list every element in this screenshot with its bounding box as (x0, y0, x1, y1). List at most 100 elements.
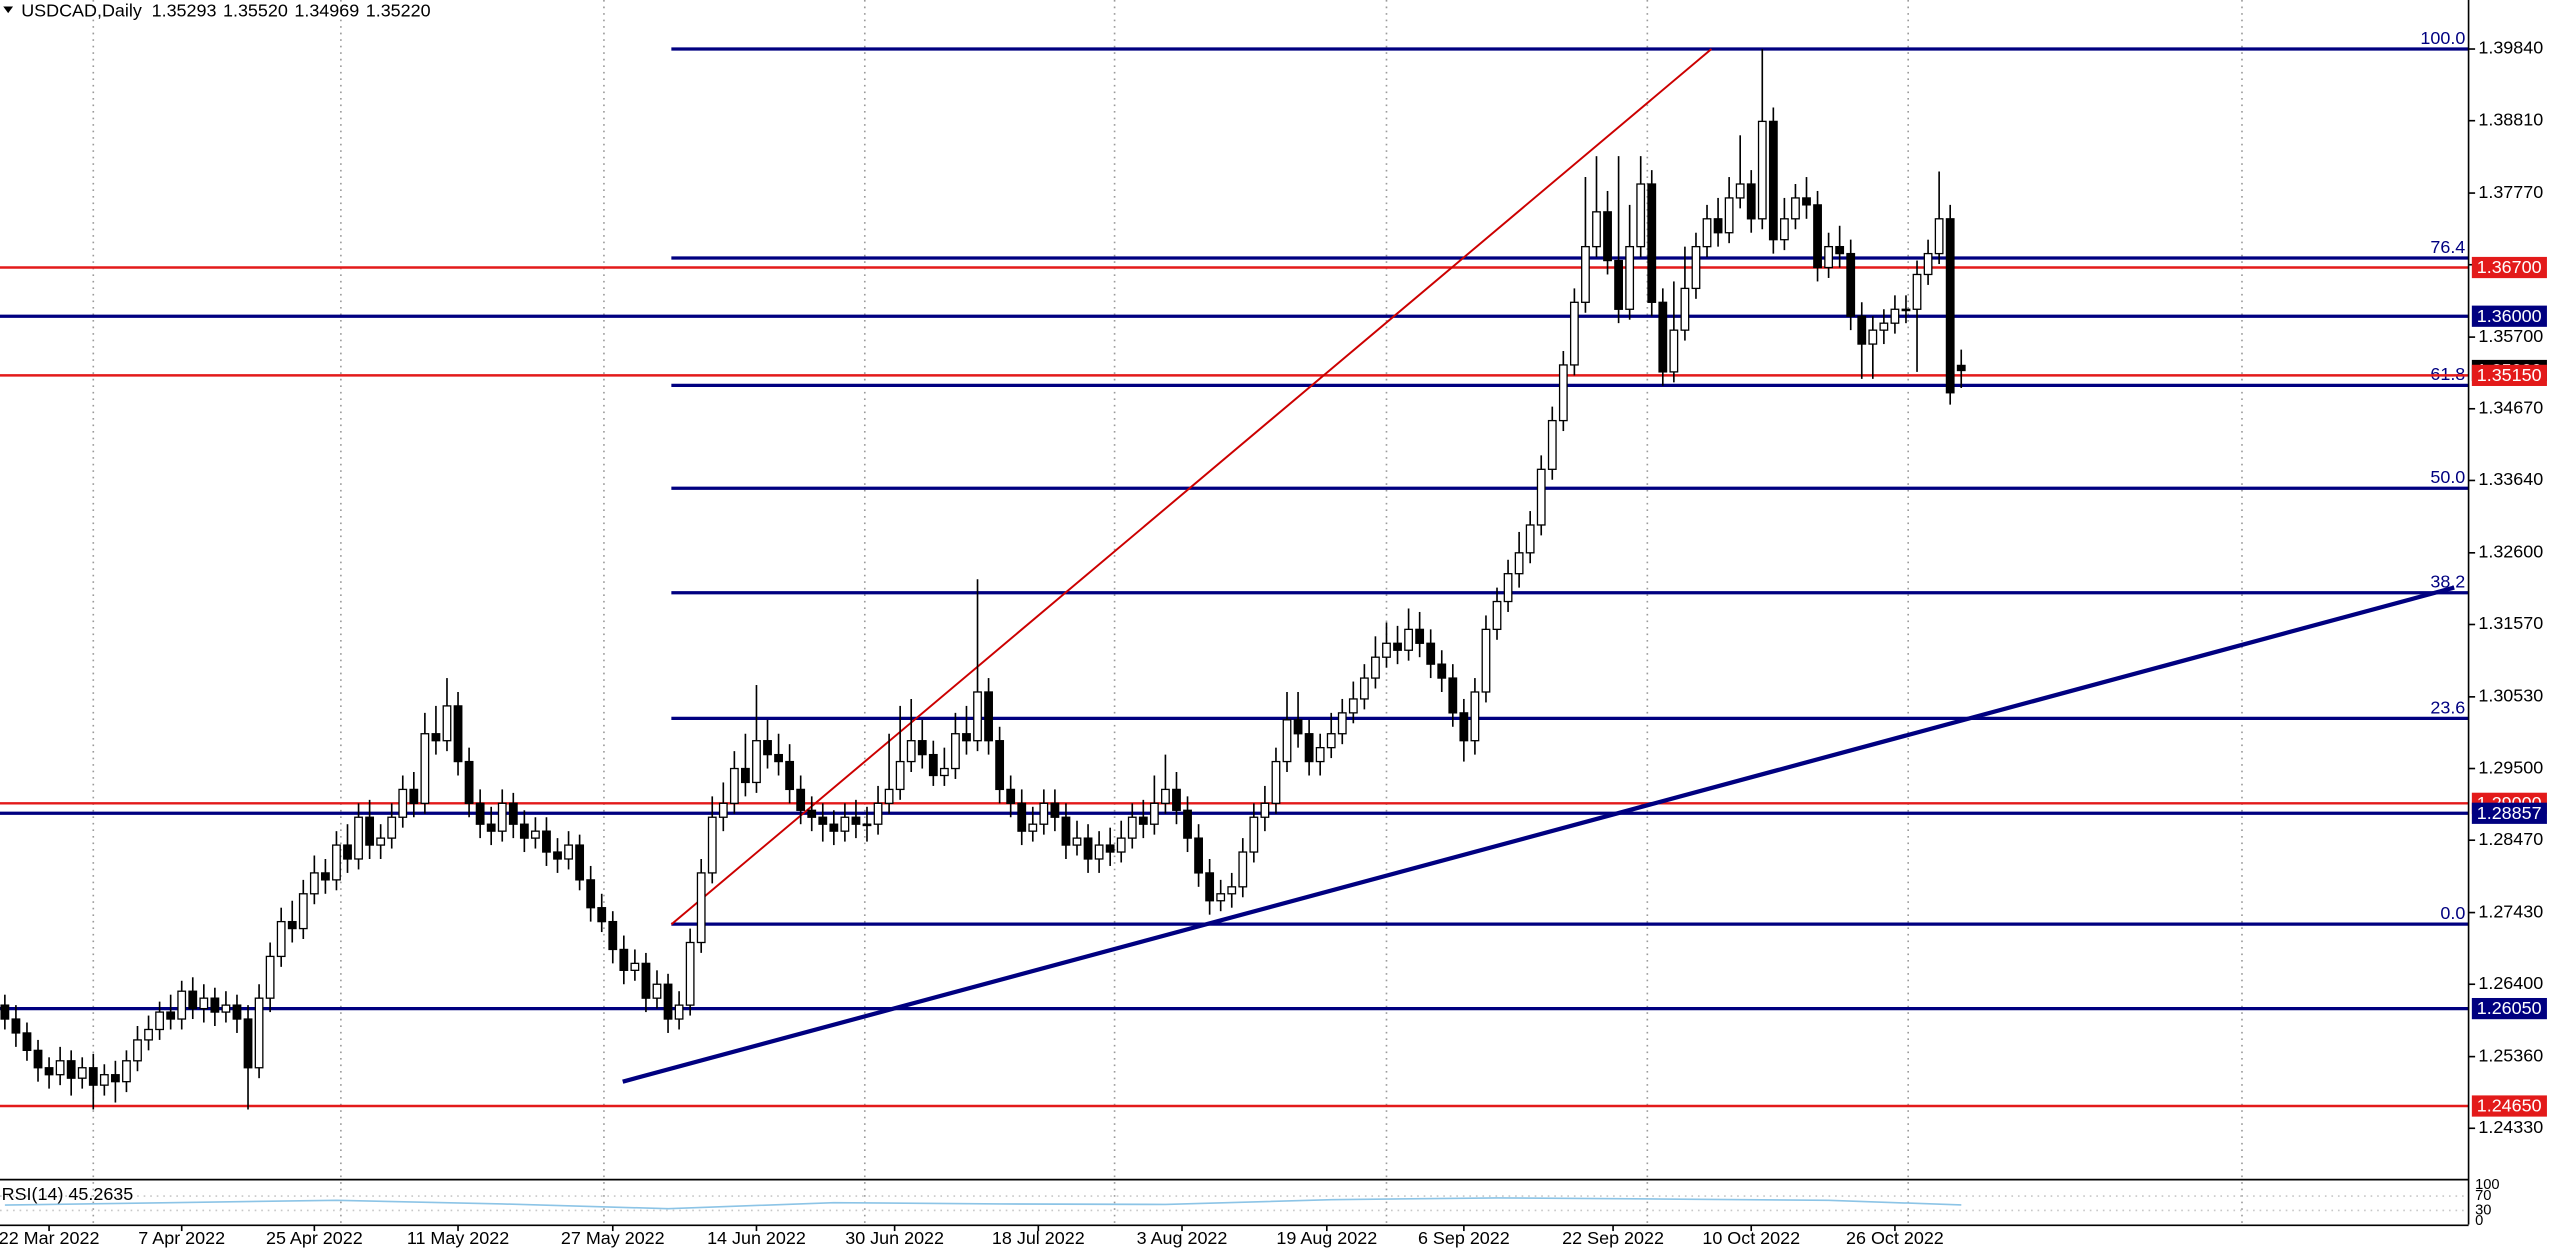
candle-body (1912, 273, 1922, 310)
candle-body (287, 920, 297, 930)
candle-body (210, 997, 220, 1013)
rsi-tick-label: 100 (2475, 1177, 2500, 1193)
candle-body (343, 844, 352, 860)
candle-body (652, 983, 662, 999)
candle-body (486, 823, 496, 832)
candle-body (586, 879, 596, 909)
candle-body (1359, 677, 1369, 700)
fib-label: 50.0 (2430, 467, 2465, 487)
level-box (2471, 364, 2547, 386)
candle-body (840, 816, 850, 832)
candle-body (1625, 245, 1635, 310)
candle-body (1934, 218, 1944, 255)
x-tick-label: 11 May 2022 (407, 1228, 509, 1248)
candle-body (1514, 552, 1524, 575)
candle-body (862, 823, 872, 827)
candle-body (243, 1018, 253, 1069)
y-tick-label: 1.27430 (2478, 901, 2543, 921)
candle-body (1481, 628, 1491, 693)
candle-body (663, 983, 673, 1020)
candle-body (475, 802, 485, 825)
candle-body (519, 823, 529, 839)
candle-body (1868, 329, 1878, 345)
candle-body (1393, 642, 1402, 651)
candle-body (1183, 809, 1192, 839)
candle-body (984, 691, 993, 742)
candle-body (1536, 468, 1546, 526)
candle-body (442, 705, 452, 742)
candle-body (1779, 218, 1789, 241)
level-label: 1.36700 (2477, 257, 2542, 277)
candle-body (685, 941, 695, 1006)
candle-body (1503, 573, 1513, 603)
candle-body (1691, 245, 1701, 290)
candle-body (575, 844, 585, 881)
level-label: 1.28857 (2477, 803, 2542, 823)
candle-body (221, 1004, 231, 1013)
y-tick-label: 1.35700 (2478, 326, 2543, 346)
y-tick-label: 1.30530 (2478, 686, 2543, 706)
candle-body (1172, 788, 1181, 811)
x-tick-label: 18 Jul 2022 (992, 1228, 1085, 1248)
candle-body (188, 990, 198, 1010)
candle-body (1791, 197, 1800, 220)
level-box (2471, 802, 2547, 824)
candle-body (1061, 816, 1071, 846)
candle-body (895, 760, 905, 791)
level-box (2471, 1095, 2547, 1117)
candle-body (309, 872, 319, 895)
grid-layer (0, 0, 2469, 1225)
candle-body (1205, 872, 1215, 902)
candle-body (232, 1004, 242, 1020)
candle-body (1746, 183, 1756, 220)
candle-body (1437, 663, 1447, 679)
candle-body (951, 733, 960, 770)
candle-body (1945, 218, 1955, 394)
x-tick-label: 7 Apr 2022 (138, 1228, 225, 1248)
candle-body (1558, 364, 1568, 422)
candle-body (320, 872, 330, 881)
candle-body (1426, 642, 1436, 665)
candle-body (332, 844, 341, 881)
candle-body (873, 802, 883, 825)
candle-body (1901, 308, 1911, 312)
candle-body (741, 767, 750, 784)
candle-body (1382, 642, 1391, 658)
candle-body (906, 740, 916, 763)
candle-body (199, 997, 209, 1010)
candle-body (641, 962, 651, 999)
candle-body (542, 830, 551, 853)
candle-body (177, 990, 187, 1020)
candle-body (1614, 259, 1624, 310)
rsi-tick-label: 0 (2475, 1213, 2483, 1229)
candle-body (1371, 656, 1380, 679)
candle-body (829, 823, 839, 832)
candle-body (1890, 308, 1900, 324)
x-tick-label: 22 Sep 2022 (1562, 1228, 1664, 1248)
candle-body (1923, 252, 1933, 276)
candle-body (1083, 837, 1093, 860)
level-label: 1.35150 (2477, 365, 2542, 385)
candle-body (166, 1011, 176, 1020)
fib-label: 0.0 (2440, 903, 2465, 923)
y-tick-label: 1.31570 (2478, 613, 2543, 633)
y-tick-label: 1.32600 (2478, 542, 2543, 562)
candle-body (1768, 120, 1778, 241)
candle-body (44, 1067, 54, 1076)
candle-body (1492, 600, 1502, 631)
symbol: USDCAD,Daily (21, 0, 142, 20)
candle-body (276, 920, 286, 958)
x-tick-label: 3 Aug 2022 (1137, 1228, 1228, 1248)
candle-body (818, 816, 828, 825)
candle-body (1293, 719, 1303, 735)
candle-body (1149, 802, 1159, 825)
candle-body (133, 1039, 142, 1062)
candle-body (1835, 245, 1845, 255)
candle-body (1238, 851, 1248, 888)
candle-body (1249, 816, 1259, 853)
candle-body (1669, 329, 1679, 373)
candle-body (354, 816, 363, 860)
fib-label: 76.4 (2430, 237, 2465, 257)
